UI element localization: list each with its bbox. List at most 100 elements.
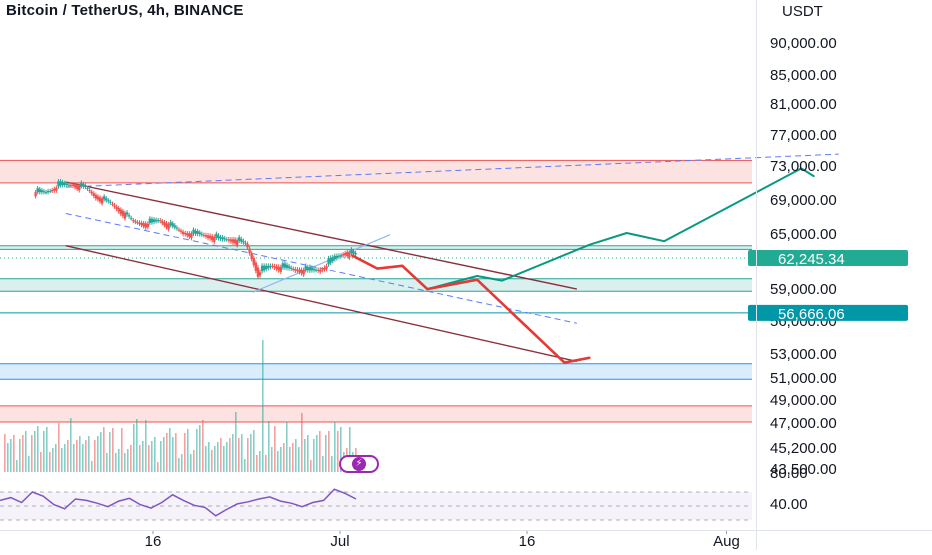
candle-body xyxy=(53,188,56,191)
volume-bar xyxy=(121,428,123,472)
price-tag-box xyxy=(748,304,908,321)
candle-body xyxy=(337,255,341,257)
candle-body xyxy=(107,200,110,202)
volume-bar xyxy=(319,431,321,472)
volume-bar xyxy=(226,442,228,472)
currency-label[interactable]: USDT xyxy=(782,3,823,20)
volume-bar xyxy=(76,440,78,472)
candle-body xyxy=(300,269,303,274)
candle-body xyxy=(121,210,125,216)
candle-body xyxy=(73,184,77,188)
candle-body xyxy=(69,184,73,186)
symbol-title[interactable]: Bitcoin / TetherUS, 4h, BINANCE xyxy=(6,2,244,19)
candle-body xyxy=(138,222,141,224)
volume-bar xyxy=(154,437,156,472)
volume-bar xyxy=(61,448,63,472)
volume-bar xyxy=(25,431,27,472)
candle-body xyxy=(36,188,39,193)
volume-bar xyxy=(271,447,273,472)
time-axis-tick: 16 xyxy=(519,533,536,550)
volume-bar xyxy=(34,431,36,472)
candle-body xyxy=(250,253,253,260)
candle-body xyxy=(352,251,355,254)
candle-body xyxy=(227,239,231,241)
candle-body xyxy=(125,212,129,215)
volume-bar xyxy=(199,425,201,472)
time-axis-tick: Jul xyxy=(330,533,349,550)
channel-lower-line xyxy=(65,245,578,363)
volume-bar xyxy=(46,427,48,472)
rsi-axis-tick: 80.00 xyxy=(770,465,808,482)
candle-body xyxy=(298,269,301,273)
price-tag-label: 62,245.34 xyxy=(778,251,845,268)
candle-body xyxy=(306,267,309,271)
volume-bar xyxy=(274,426,276,472)
volume-bar xyxy=(55,444,57,472)
volume-bar xyxy=(232,434,234,472)
candle-body xyxy=(80,182,83,187)
volume-bar xyxy=(151,441,153,472)
candle-body xyxy=(314,269,318,271)
volume-bar xyxy=(70,418,72,472)
channel-midline xyxy=(65,212,577,324)
volume-bar xyxy=(205,446,207,472)
volume-bar xyxy=(166,433,168,472)
zone-resistance xyxy=(0,160,752,183)
volume-bar xyxy=(127,449,129,472)
candle-body xyxy=(55,187,58,191)
volume-bar xyxy=(283,443,285,472)
candle-body xyxy=(275,266,278,269)
volume-bar xyxy=(190,454,192,472)
candle-body xyxy=(67,184,71,186)
volume-bar xyxy=(262,340,264,472)
candle-body xyxy=(240,239,243,242)
price-axis-tick: 81,000.00 xyxy=(770,96,837,113)
candle-body xyxy=(354,252,357,255)
candle-body xyxy=(48,190,52,192)
volume-bar xyxy=(139,445,141,472)
volume-bar xyxy=(325,435,327,472)
candle-body xyxy=(289,267,293,269)
volume-bar xyxy=(265,455,267,472)
candle-body xyxy=(88,190,91,192)
price-axis-tick: 90,000.00 xyxy=(770,35,837,52)
lightning-badge[interactable]: ⚡ xyxy=(339,455,379,473)
volume-bar xyxy=(301,413,303,472)
volume-bar xyxy=(79,436,81,472)
volume-bar xyxy=(115,453,117,472)
candle-body xyxy=(312,268,316,271)
candle-body xyxy=(71,184,75,186)
candle-body xyxy=(217,235,220,239)
rsi-line xyxy=(0,488,357,517)
candle-body xyxy=(208,235,212,239)
candle-body xyxy=(44,192,48,194)
volume-bar xyxy=(85,440,87,472)
volume-bar xyxy=(103,427,105,472)
volume-bar xyxy=(64,444,66,472)
volume-bar xyxy=(187,429,189,472)
candle-body xyxy=(82,184,85,187)
candle-body xyxy=(310,267,314,271)
candle-body xyxy=(159,220,162,222)
long-trendline xyxy=(65,153,839,188)
volume-bar xyxy=(286,422,288,472)
candle-body xyxy=(335,255,339,259)
candle-body xyxy=(152,219,156,222)
volume-bar xyxy=(220,438,222,472)
price-tag-box xyxy=(748,250,908,266)
candle-body xyxy=(350,249,353,254)
volume-bar xyxy=(148,445,150,472)
candle-body xyxy=(204,235,208,237)
candle-body xyxy=(132,220,135,222)
price-axis-tick: 49,000.00 xyxy=(770,392,837,409)
volume-bar xyxy=(259,451,261,472)
candle-body xyxy=(346,252,349,256)
candle-body xyxy=(225,239,228,241)
volume-bar xyxy=(280,447,282,472)
candle-body xyxy=(136,222,139,224)
projection-down-line xyxy=(351,254,591,364)
volume-bar xyxy=(22,435,24,472)
volume-bar xyxy=(235,412,237,472)
